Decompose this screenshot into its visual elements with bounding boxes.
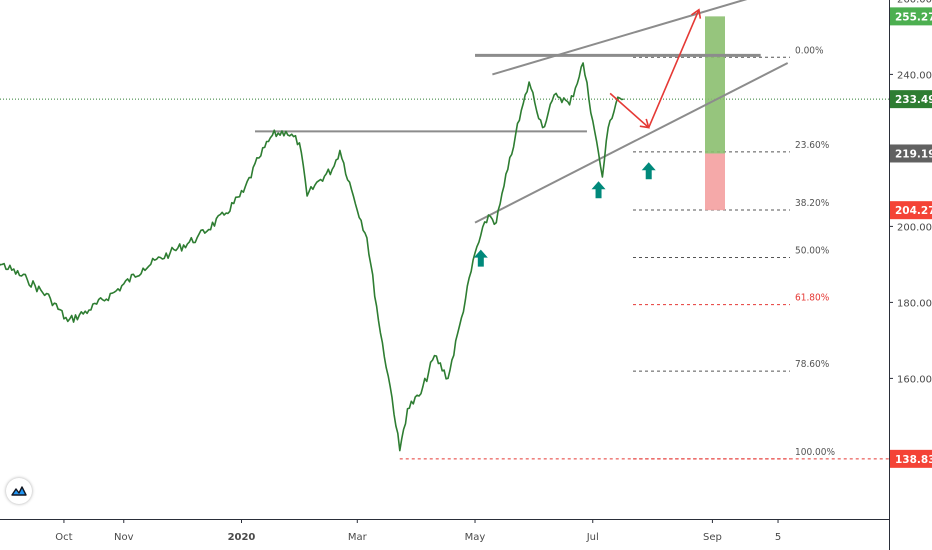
up-arrow-icon[interactable] — [591, 181, 606, 199]
price-tick-label: 180.00 — [897, 298, 932, 309]
up-arrow-icon[interactable] — [641, 162, 656, 180]
red-projection-arrow[interactable] — [609, 92, 650, 129]
up-arrow-icon[interactable] — [473, 249, 488, 267]
price-badge — [890, 144, 932, 163]
price-tick-label: 240.00 — [897, 70, 932, 81]
price-badge — [890, 449, 932, 468]
time-tick-label: 2020 — [228, 532, 256, 543]
fib-level-label: 61.80% — [795, 293, 830, 304]
price-badge — [890, 201, 932, 220]
trend-line[interactable] — [474, 62, 789, 224]
trend-lines[interactable] — [255, 0, 789, 224]
time-tick-label: May — [465, 532, 486, 543]
price-series — [0, 62, 624, 452]
annotation-arrows[interactable] — [473, 8, 702, 267]
fib-level-label: 38.20% — [795, 198, 830, 209]
time-axis-panel[interactable] — [0, 519, 889, 550]
fib-level-label: 23.60% — [795, 140, 830, 151]
fib-level-label: 100.00% — [795, 447, 835, 458]
time-tick-label: Oct — [55, 532, 72, 543]
fib-level-label: 78.60% — [795, 359, 830, 370]
price-badge-value: 204.27 — [895, 205, 932, 217]
stop-zone-box[interactable] — [705, 153, 725, 211]
red-projection-arrow[interactable] — [647, 9, 700, 128]
time-tick-label: Jul — [586, 532, 599, 543]
fib-level-label: 0.00% — [795, 45, 824, 56]
price-tick-label: 260.00 — [897, 0, 932, 5]
price-line — [0, 62, 624, 452]
price-badge — [890, 90, 932, 109]
price-badge-value: 255.27 — [895, 11, 932, 23]
time-tick-label: Nov — [114, 532, 134, 543]
fibonacci-retracement[interactable]: 0.00% 23.60% 38.20% 50.00% 61.80% 78.60% 100.0… — [0, 45, 889, 460]
price-tick-label: 200.00 — [897, 222, 932, 233]
profit-zone-box[interactable] — [705, 16, 725, 154]
trend-line[interactable] — [492, 0, 787, 76]
time-tick-label: 5 — [775, 532, 781, 543]
tradingview-logo-icon[interactable] — [6, 478, 32, 504]
price-badge-value: 219.19 — [895, 148, 932, 160]
price-badges: 255.27 233.49 219.19 204.27 138.83 — [890, 7, 932, 468]
price-badge-value: 233.49 — [895, 94, 932, 106]
red-arrowhead — [691, 8, 702, 19]
time-tick-label: Mar — [348, 532, 368, 543]
price-badge — [890, 7, 932, 26]
price-badge-value: 138.83 — [895, 454, 932, 466]
time-tick-label: Sep — [703, 532, 722, 543]
position-boxes[interactable] — [705, 16, 725, 211]
fib-level-label: 50.00% — [795, 246, 830, 257]
price-tick-label: 160.00 — [897, 374, 932, 385]
